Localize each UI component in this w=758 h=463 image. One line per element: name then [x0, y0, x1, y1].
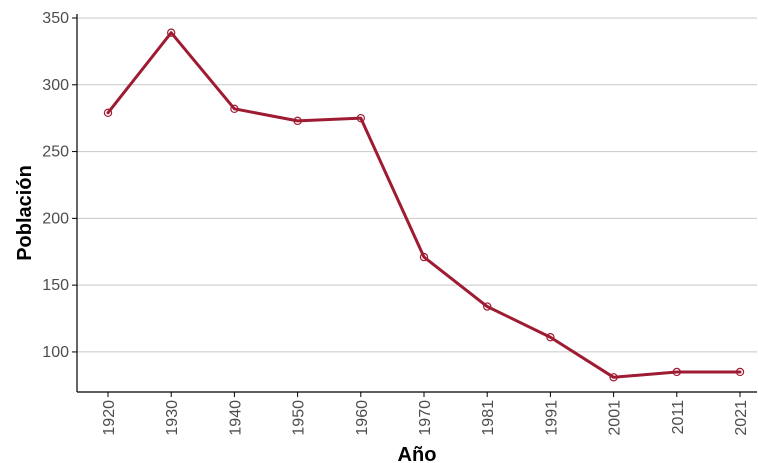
y-axis: 100 150 200 250 300 350: [42, 10, 78, 392]
data-point-2021: [735, 367, 745, 377]
series-line-0: [106, 31, 742, 379]
x-tick-label-1950: 1950: [291, 400, 308, 436]
data-point-1950: [293, 116, 302, 126]
gridlines: [77, 17, 757, 353]
x-tick-label-2021: 2021: [733, 400, 750, 436]
x-tick-label-2001: 2001: [607, 400, 624, 436]
y-axis-title: Población: [14, 165, 36, 261]
y-tick-label-100: 100: [42, 344, 69, 361]
data-point-1930: [166, 28, 176, 37]
data-point-1920: [103, 108, 113, 118]
series-group: [103, 28, 745, 382]
x-tick-label-1991: 1991: [543, 400, 560, 436]
y-tick-label-350: 350: [42, 10, 69, 27]
x-tick-label-2011: 2011: [670, 400, 687, 435]
y-tick-label-250: 250: [42, 144, 69, 161]
data-point-1970: [419, 252, 429, 262]
x-tick-label-1981: 1981: [480, 400, 497, 436]
x-tick-label-1960: 1960: [354, 400, 371, 436]
data-point-2001: [609, 373, 618, 382]
x-tick-label-1970: 1970: [417, 400, 434, 436]
x-tick-label-1920: 1920: [101, 400, 118, 436]
data-point-2011: [672, 367, 682, 377]
x-axis-title: Año: [398, 444, 437, 463]
data-point-1940: [230, 104, 239, 114]
y-tick-label-300: 300: [42, 77, 69, 94]
y-tick-label-150: 150: [42, 277, 69, 294]
y-tick-label-200: 200: [42, 210, 69, 227]
data-point-1981: [483, 302, 492, 311]
data-point-1960: [356, 113, 365, 123]
x-tick-label-1940: 1940: [227, 400, 244, 436]
x-axis: 1920 1930 1940 1950 1960 1970 1981 1991 2001 2011…: [77, 391, 757, 436]
data-point-1991: [546, 333, 555, 342]
x-tick-label-1930: 1930: [164, 400, 181, 436]
